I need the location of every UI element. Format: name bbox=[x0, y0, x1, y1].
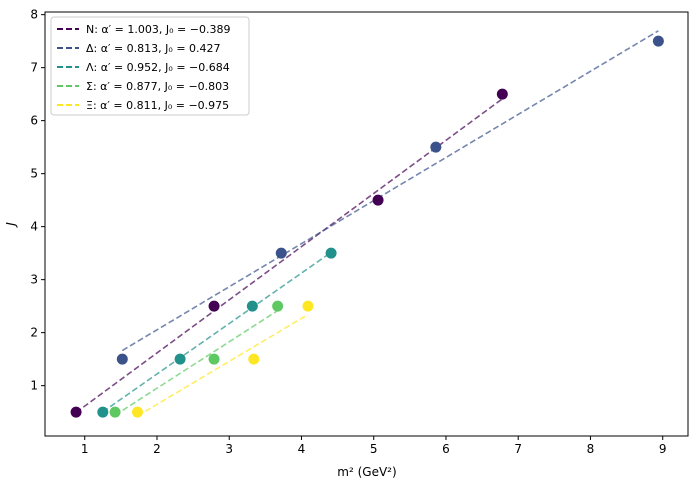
data-point-Λ bbox=[325, 247, 337, 259]
fit-line-Δ bbox=[121, 30, 659, 352]
data-point-Δ bbox=[116, 353, 128, 365]
data-point-N bbox=[372, 194, 384, 206]
fit-lines bbox=[75, 30, 659, 417]
y-axis-label: J bbox=[4, 222, 18, 228]
data-point-Ξ bbox=[131, 406, 143, 418]
plot-frame bbox=[44, 11, 689, 437]
data-point-Δ bbox=[430, 141, 442, 153]
fit-line-Σ bbox=[114, 309, 279, 416]
legend-label-N: N: α′ = 1.003, J₀ = −0.389 bbox=[86, 23, 230, 36]
x-tick-label: 4 bbox=[298, 442, 306, 456]
data-point-Δ bbox=[275, 247, 287, 259]
x-tick-label: 2 bbox=[153, 442, 161, 456]
data-point-Ξ bbox=[302, 300, 314, 312]
legend-label-Λ: Λ: α′ = 0.952, J₀ = −0.684 bbox=[86, 61, 230, 74]
data-point-Ξ bbox=[248, 353, 260, 365]
y-axis-ticks: 1 2 3 4 5 6 7 8 bbox=[30, 8, 45, 393]
x-tick-label: 7 bbox=[514, 442, 522, 456]
data-point-Σ bbox=[272, 300, 284, 312]
y-tick-label: 2 bbox=[30, 326, 38, 340]
data-point-Λ bbox=[97, 406, 109, 418]
y-tick-label: 4 bbox=[30, 220, 38, 234]
y-tick-label: 1 bbox=[30, 379, 38, 393]
fit-line-Ξ bbox=[137, 313, 309, 417]
data-point-Λ bbox=[174, 353, 186, 365]
x-tick-label: 8 bbox=[587, 442, 595, 456]
data-point-Σ bbox=[208, 353, 220, 365]
fit-line-Λ bbox=[102, 251, 332, 413]
data-point-Λ bbox=[246, 300, 258, 312]
x-axis-ticks: 1 2 3 4 5 6 7 8 9 bbox=[81, 436, 667, 456]
y-tick-label: 8 bbox=[30, 8, 38, 22]
x-tick-label: 3 bbox=[225, 442, 233, 456]
y-tick-label: 3 bbox=[30, 273, 38, 287]
y-tick-label: 7 bbox=[30, 61, 38, 75]
y-tick-label: 6 bbox=[30, 114, 38, 128]
legend-label-Δ: Δ: α′ = 0.813, J₀ = 0.427 bbox=[86, 42, 221, 55]
data-points bbox=[70, 35, 664, 418]
x-tick-label: 6 bbox=[442, 442, 450, 456]
data-point-N bbox=[70, 406, 82, 418]
data-point-N bbox=[496, 88, 508, 100]
x-tick-label: 1 bbox=[81, 442, 89, 456]
data-point-Δ bbox=[652, 35, 664, 47]
legend-box bbox=[50, 16, 250, 116]
legend: N: α′ = 1.003, J₀ = −0.389 Δ: α′ = 0.813,… bbox=[50, 16, 250, 116]
x-tick-label: 5 bbox=[370, 442, 378, 456]
x-axis-label: m² (GeV²) bbox=[337, 465, 396, 479]
data-point-N bbox=[208, 300, 220, 312]
x-tick-label: 9 bbox=[659, 442, 667, 456]
fit-line-N bbox=[75, 98, 503, 414]
legend-label-Ξ: Ξ: α′ = 0.811, J₀ = −0.975 bbox=[86, 99, 229, 112]
legend-label-Σ: Σ: α′ = 0.877, J₀ = −0.803 bbox=[86, 80, 229, 93]
data-point-Σ bbox=[109, 406, 121, 418]
y-tick-label: 5 bbox=[30, 167, 38, 181]
